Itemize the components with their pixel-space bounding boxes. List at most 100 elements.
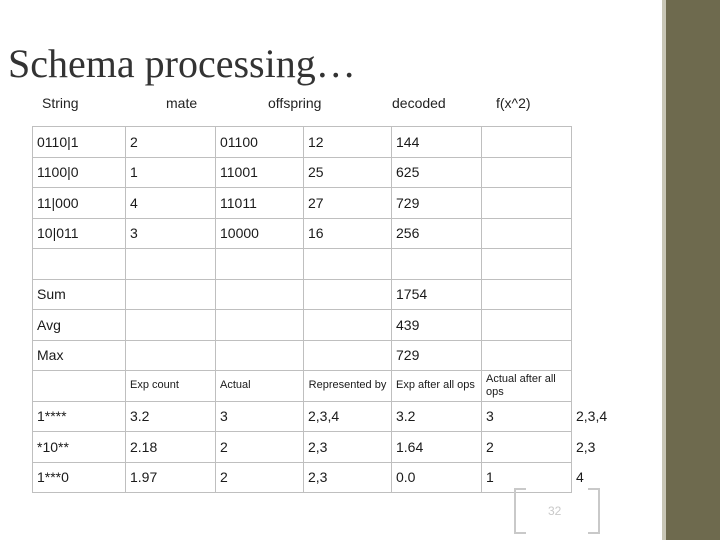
table-row: Avg 439 [32,309,662,341]
table-cell: 1.64 [391,431,482,463]
table-cell: 625 [391,156,482,188]
table-cell: 2,3 [571,431,662,462]
table-cell [572,310,662,341]
table-cell: 144 [391,126,482,158]
table-cell: 2 [215,431,304,463]
table-cell [572,157,662,188]
table-cell [572,340,662,371]
header-mate: mate [166,95,198,111]
table-cell: 1.97 [125,461,216,493]
table-cell: Actual after all ops [481,370,572,402]
table-cell: 2,3,4 [571,401,662,432]
table-cell [481,278,572,310]
table-cell: 1 [125,156,216,188]
table-cell [481,187,572,219]
table-cell [215,278,304,310]
table-cell: 11001 [215,156,304,188]
table-cell [391,248,482,280]
table-cell [481,248,572,280]
table-cell: 27 [303,187,392,219]
table-cell: Avg [32,309,126,341]
table-cell: 3.2 [391,400,482,432]
table-cell [572,249,662,280]
table-cell: Represented by [303,370,392,402]
table-row [32,248,662,280]
table-cell: 1**** [32,400,126,432]
table-cell [572,127,662,158]
table-row: 1**** 3.2 3 2,3,4 3.2 3 2,3,4 [32,400,662,432]
table-cell [125,309,216,341]
table-cell: Actual [215,370,304,402]
table-cell [481,339,572,371]
table-cell: 10000 [215,217,304,249]
table-row: *10** 2.18 2 2,3 1.64 2 2,3 [32,431,662,463]
table-cell: 4 [125,187,216,219]
table-cell: 10|011 [32,217,126,249]
table-cell [572,279,662,310]
header-fx2: f(x^2) [496,95,531,111]
slide-title: Schema processing… [8,41,356,86]
table-cell: 1754 [391,278,482,310]
header-offspring: offspring [268,95,322,111]
sidebar-band [666,0,720,540]
table-cell [32,248,126,280]
table-cell: 2,3,4 [303,400,392,432]
table-cell: 16 [303,217,392,249]
table-cell [303,248,392,280]
table-cell: Exp count [125,370,216,402]
table-row: Exp count Actual Represented by Exp after a… [32,370,662,402]
table-cell [125,248,216,280]
table-cell: 3 [215,400,304,432]
table-cell [215,339,304,371]
table-cell: 439 [391,309,482,341]
table-cell: 2,3 [303,461,392,493]
table-cell: 3 [125,217,216,249]
table-cell: Sum [32,278,126,310]
table-cell [572,218,662,249]
table-cell: 25 [303,156,392,188]
table-cell: 1100|0 [32,156,126,188]
table-cell: 1 [481,461,572,493]
table-cell: 0110|1 [32,126,126,158]
table-cell [303,278,392,310]
table-cell: Max [32,339,126,371]
table-cell: *10** [32,431,126,463]
table-cell: 2 [125,126,216,158]
table-cell: 3.2 [125,400,216,432]
table-cell: 2.18 [125,431,216,463]
table-cell [481,156,572,188]
table-cell [215,309,304,341]
table-cell: 729 [391,187,482,219]
sidebar-accent [662,0,666,540]
table-cell [303,309,392,341]
table-row: 10|011 3 10000 16 256 [32,217,662,249]
page-bracket-right [588,488,600,534]
table-cell [32,370,126,402]
table-cell [125,339,216,371]
table-cell [481,309,572,341]
table-cell: 3 [481,400,572,432]
table-row: 1***0 1.97 2 2,3 0.0 1 4 [32,461,662,493]
table-cell: 4 [571,462,662,493]
table-cell [481,126,572,158]
header-string: String [42,95,79,111]
table-cell: 01100 [215,126,304,158]
table-cell [215,248,304,280]
table-cell: 256 [391,217,482,249]
table-cell [481,217,572,249]
page-number: 32 [548,504,562,518]
table-cell [572,371,662,402]
table-cell: 11|000 [32,187,126,219]
table-cell: 0.0 [391,461,482,493]
table-cell: 1***0 [32,461,126,493]
header-decoded: decoded [392,95,446,111]
table-cell [125,278,216,310]
page-bracket-left [514,488,526,534]
schema-table: 0110|1 2 01100 12 144 1100|0 1 11001 25 625 11|000… [32,126,662,493]
table-row: 1100|0 1 11001 25 625 [32,156,662,188]
table-row: 11|000 4 11011 27 729 [32,187,662,219]
table-cell: Exp after all ops [391,370,482,402]
table-cell: 11011 [215,187,304,219]
table-cell: 2,3 [303,431,392,463]
table-row: 0110|1 2 01100 12 144 [32,126,662,158]
